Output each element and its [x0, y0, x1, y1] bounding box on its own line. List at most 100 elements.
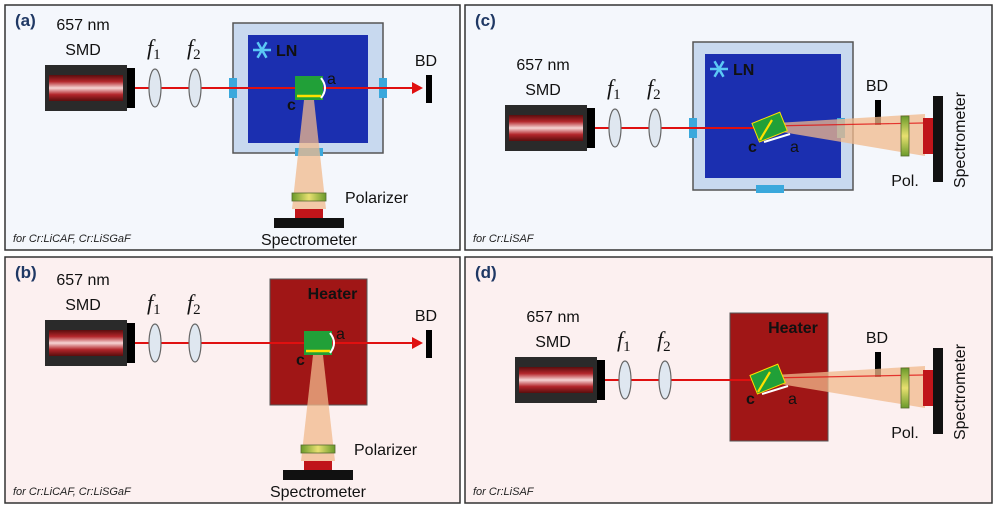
lens-subscript: 1 [623, 339, 631, 355]
laser-front [127, 323, 135, 363]
sample-note: for Cr:LiCAF, Cr:LiSGaF [13, 233, 132, 245]
lens-label: f1 [147, 290, 161, 318]
lens [148, 323, 162, 363]
sample-note: for Cr:LiCAF, Cr:LiSGaF [13, 486, 132, 498]
spectrometer-label: Spectrometer [261, 232, 358, 249]
lens [188, 323, 202, 363]
beam-dump-label: BD [415, 308, 437, 325]
laser-beam [769, 122, 924, 127]
window [756, 185, 784, 193]
lens-label: f2 [657, 327, 671, 355]
beam-dump [426, 330, 432, 358]
polarizer-label: Pol. [891, 173, 919, 190]
beam-dump-label: BD [866, 330, 888, 347]
spectrometer-slit [923, 370, 933, 406]
beam-arrow [412, 82, 423, 94]
polarizer [291, 192, 327, 202]
polarizer-label: Polarizer [345, 190, 409, 207]
beam-arrow [412, 337, 423, 349]
spectrometer-label: Spectrometer [952, 343, 969, 440]
axis-a-label: a [790, 139, 799, 156]
axis-c [757, 371, 771, 393]
sample-note: for Cr:LiSAF [473, 486, 535, 498]
axis-c-label: c [746, 391, 755, 408]
beam-dump [426, 75, 432, 103]
axis-a [329, 332, 335, 354]
spectrometer-slit [304, 461, 332, 471]
spectrometer-slit [295, 209, 323, 219]
laser-front [127, 68, 135, 108]
source-name: SMD [65, 297, 101, 314]
laser-beam [767, 374, 924, 379]
beam-dump-label: BD [415, 53, 437, 70]
spectrometer-label: Spectrometer [270, 484, 367, 501]
spectrometer [933, 96, 943, 182]
fluorescence-cone [292, 100, 326, 209]
crystal [749, 363, 786, 395]
panel-frame [4, 256, 461, 504]
source-name: SMD [535, 334, 571, 351]
source-name: SMD [525, 82, 561, 99]
lens [188, 68, 202, 108]
lens [648, 108, 662, 148]
axis-a [761, 385, 789, 395]
fluorescence-cone [301, 355, 335, 461]
source-wavelength: 657 nm [56, 17, 109, 34]
lens-subscript: 2 [663, 339, 671, 355]
stage-label: LN [733, 62, 754, 79]
lens-symbol: f [607, 75, 616, 100]
axis-c-label: c [748, 139, 757, 156]
laser-stripe [519, 367, 593, 393]
lens [658, 360, 672, 400]
lens-label: f1 [147, 35, 161, 63]
beam-dump-label: BD [866, 78, 888, 95]
stage-label: Heater [768, 320, 818, 337]
polarizer [900, 367, 910, 409]
lens-symbol: f [617, 327, 626, 352]
lens-symbol: f [187, 35, 196, 60]
panel-label: (b) [15, 263, 37, 282]
axis-a [763, 133, 791, 143]
laser-stripe [49, 330, 123, 356]
lens-subscript: 1 [613, 87, 621, 103]
lens-subscript: 1 [153, 302, 161, 318]
snowflake [256, 41, 268, 59]
spectrometer-slit [923, 118, 933, 154]
lens-subscript: 1 [153, 47, 161, 63]
axis-a-label: a [336, 326, 345, 343]
lens-symbol: f [187, 290, 196, 315]
panel-label: (d) [475, 263, 497, 282]
source-wavelength: 657 nm [516, 57, 569, 74]
lens-symbol: f [147, 35, 156, 60]
lens-symbol: f [647, 75, 656, 100]
crystal [751, 111, 788, 143]
lens-symbol: f [657, 327, 666, 352]
axis-c-label: c [296, 352, 305, 369]
source-name: SMD [65, 42, 101, 59]
lens-subscript: 2 [653, 87, 661, 103]
lens-subscript: 2 [193, 47, 201, 63]
laser-front [587, 108, 595, 148]
stage-label: Heater [308, 286, 358, 303]
lens-label: f2 [187, 290, 201, 318]
spectrometer [283, 470, 353, 480]
lens-label: f2 [647, 75, 661, 103]
laser-stripe [49, 75, 123, 101]
source-wavelength: 657 nm [526, 309, 579, 326]
lens-symbol: f [147, 290, 156, 315]
axis-a-label: a [788, 391, 797, 408]
polarizer-label: Polarizer [354, 442, 418, 459]
sample-note: for Cr:LiSAF [473, 233, 535, 245]
panel-label: (a) [15, 11, 36, 30]
axis-c [759, 119, 773, 141]
fluorescence-cone [776, 114, 925, 156]
beam-dump [875, 100, 881, 125]
laser-stripe [509, 115, 583, 141]
source-wavelength: 657 nm [56, 272, 109, 289]
